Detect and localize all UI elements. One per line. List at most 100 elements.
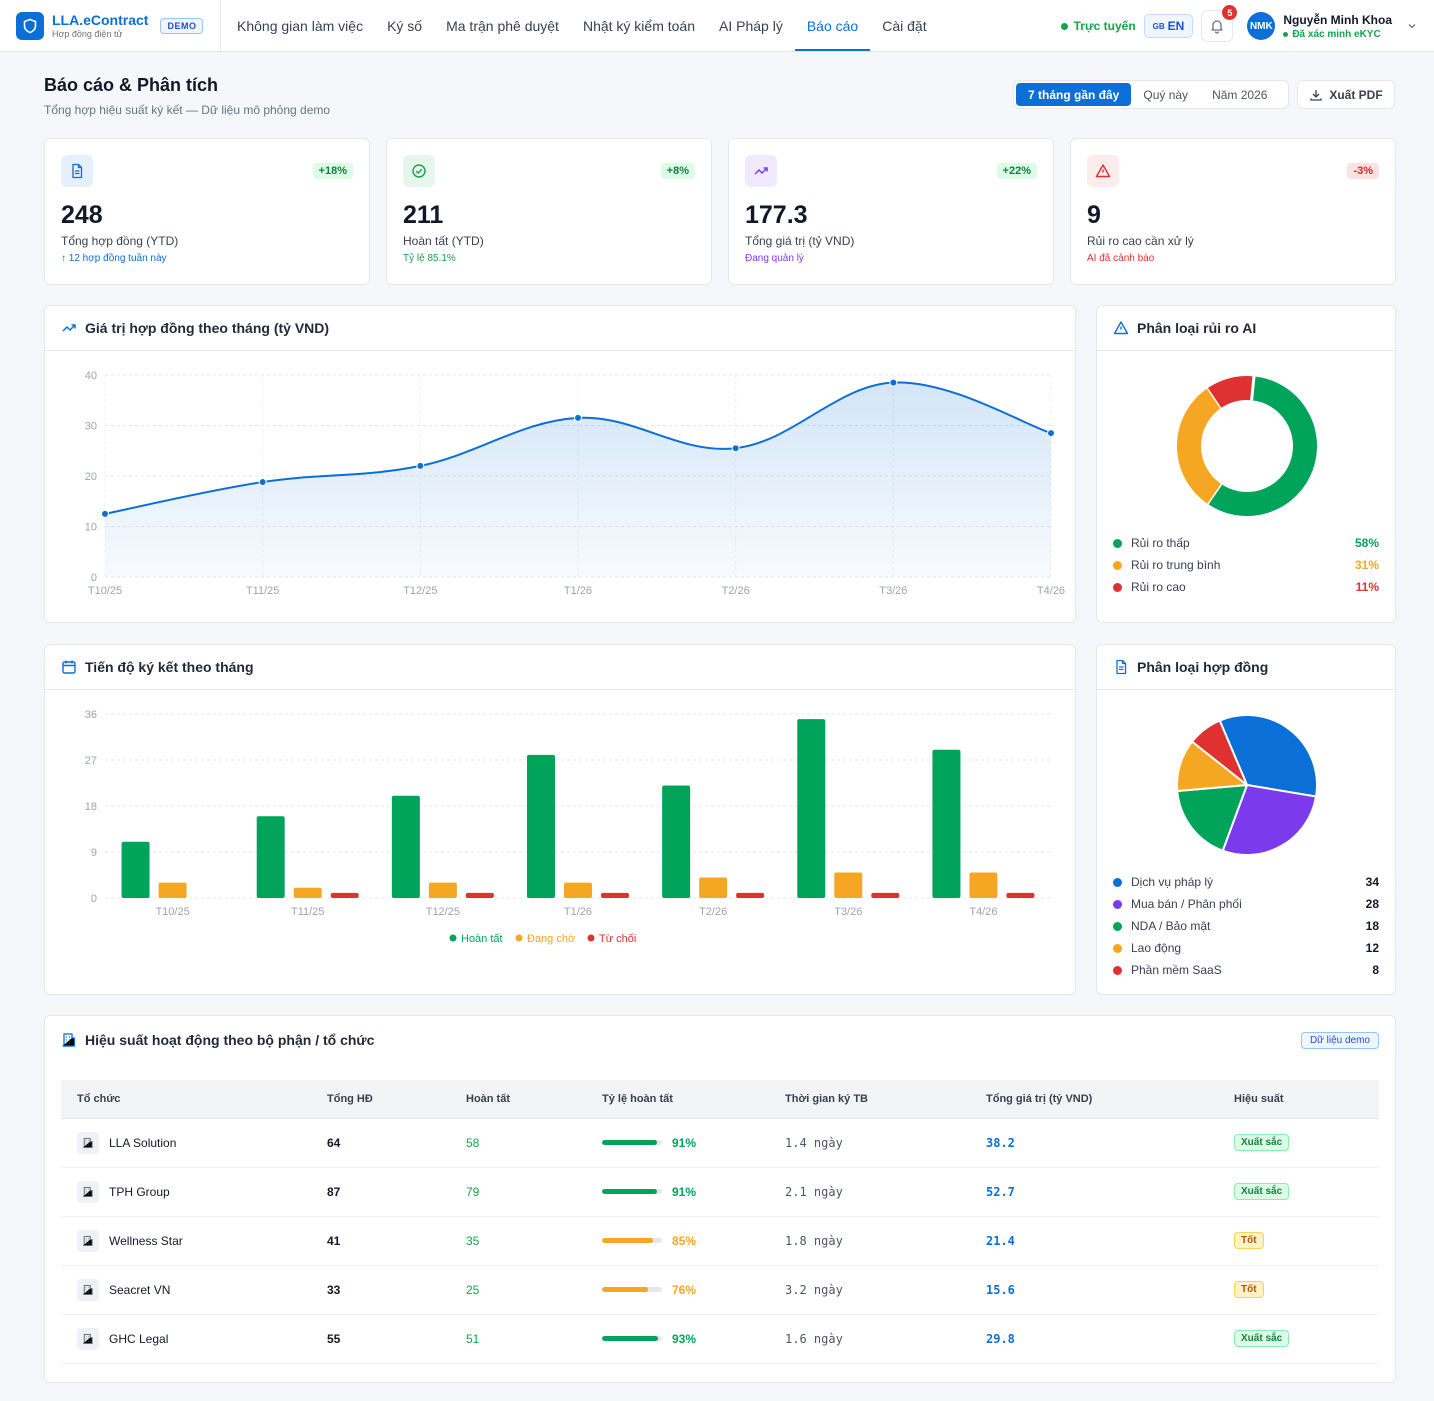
data-point[interactable] [101,509,109,518]
bar-1[interactable] [969,872,998,898]
bar-0[interactable] [932,749,961,898]
period-option-1[interactable]: Quý này [1143,87,1189,102]
pie-slice-2[interactable] [1176,783,1249,852]
column-header[interactable]: Tổng HĐ [311,1080,450,1119]
data-point[interactable] [889,378,898,387]
legend-item[interactable]: Rủi ro cao 11% [1113,578,1379,596]
bar-1[interactable] [699,877,728,898]
kpi-change-badge: -3% [1347,163,1379,179]
legend-item[interactable]: NDA / Bảo mật 18 [1113,917,1379,935]
pie-slice-1[interactable] [1221,783,1318,856]
org-cell: TPH Group [61,1167,311,1217]
bar-1[interactable] [293,887,322,898]
legend-item[interactable]: Phần mềm SaaS 8 [1113,961,1379,979]
table-row[interactable]: Wellness Star 41 35 85% 1.8 ngày 21.4 Tốt [61,1216,1379,1266]
top-navigation-bar: LLA.eContract Hợp đồng điện tử DEMO Khôn… [0,0,1434,52]
user-menu[interactable]: Nguyễn Minh Khoa Đã xác minh eKYC [1283,13,1392,40]
bar-2[interactable] [1006,892,1035,898]
data-point[interactable] [1047,429,1055,438]
bar-1[interactable] [834,872,863,898]
bar-2[interactable] [871,892,900,898]
avatar[interactable]: NMK [1247,12,1276,40]
bar-0[interactable] [797,719,826,898]
bar-2[interactable] [601,892,629,898]
bar-2[interactable] [330,892,359,898]
data-point[interactable] [731,444,740,453]
bar-1[interactable] [158,882,187,898]
legend-item[interactable]: Lao động 12 [1113,939,1379,957]
donut-slice-0[interactable] [1207,376,1317,516]
bar-0[interactable] [391,795,420,898]
x-tick-label: T1/26 [564,585,592,597]
brand[interactable]: LLA.eContract Hợp đồng điện tử DEMO [0,0,221,51]
column-header[interactable]: Hoàn tất [450,1080,586,1119]
x-tick-label: T4/26 [969,906,997,918]
legend-label: Phần mềm SaaS [1131,963,1222,977]
bar-0[interactable] [527,754,555,898]
data-point[interactable] [416,461,425,470]
legend-item[interactable]: Mua bán / Phân phối 28 [1113,895,1379,913]
legend-item[interactable]: Dịch vụ pháp lý 34 [1113,873,1379,891]
bar-2[interactable] [465,892,494,898]
legend-item[interactable]: Rủi ro trung bình 31% [1113,556,1379,574]
contract-type-title: Phân loại hợp đồng [1137,659,1269,675]
data-point[interactable] [574,413,582,422]
bar-legend: Hoàn tất Đang chờ Từ chối [449,933,636,945]
x-tick-label: T2/26 [722,585,750,597]
legend-dot [1113,560,1122,570]
column-header[interactable]: Tỷ lệ hoàn tất [586,1080,769,1119]
rate-progress-bar [602,1238,662,1243]
legend-value: 12 [1365,941,1379,955]
calendar-icon [62,660,76,674]
table-row[interactable]: GHC Legal 55 51 93% 1.6 ngày 29.8 Xuất sắc [61,1314,1379,1364]
x-tick-label: T11/25 [291,906,324,918]
data-point[interactable] [258,478,267,487]
time-cell: 3.2 ngày [769,1265,970,1315]
x-tick-label: T10/25 [155,906,189,918]
nav-item-6[interactable]: Cài đặt [882,17,927,34]
legend-value: 58% [1354,536,1379,550]
period-option-2[interactable]: Năm 2026 [1212,87,1268,102]
nav-item-3[interactable]: Nhật ký kiểm toán [582,17,696,34]
risk-classification-card: Phân loại rủi ro AI Rủi ro thấp 58% Rủi ro… [1096,305,1396,623]
x-tick-label: T12/25 [403,585,437,597]
legend-label: NDA / Bảo mật [1131,919,1211,933]
bar-1[interactable] [564,882,592,898]
table-row[interactable]: TPH Group 87 79 91% 2.1 ngày 52.7 Xuất sắc [61,1167,1379,1217]
done-cell: 51 [450,1314,586,1364]
table-row[interactable]: Seacret VN 33 25 76% 3.2 ngày 15.6 Tốt [61,1265,1379,1315]
table-row[interactable]: LLA Solution 64 58 91% 1.4 ngày 38.2 Xuất sắc [61,1118,1379,1168]
bar-0[interactable] [662,785,691,898]
bar-0[interactable] [121,841,150,898]
column-header[interactable]: Tổ chức [61,1080,311,1119]
nav-item-0[interactable]: Không gian làm việc [237,17,364,34]
x-tick-label: T3/26 [879,585,907,597]
bar-1[interactable] [428,882,457,898]
nav-item-5[interactable]: Báo cáo [794,0,871,51]
column-header[interactable]: Thời gian ký TB [769,1080,970,1119]
donut-slice-2[interactable] [1207,376,1254,409]
nav-item-2[interactable]: Ma trận phê duyệt [446,17,559,34]
chevron-down-icon[interactable] [1406,20,1418,32]
period-option-0[interactable]: 7 tháng gần đây [1016,83,1132,106]
nav-item-1[interactable]: Ký số [387,17,423,34]
grade-badge: Xuất sắc [1234,1330,1290,1347]
export-pdf-button[interactable]: Xuất PDF [1297,80,1395,109]
bar-2[interactable] [736,892,765,898]
bar-0[interactable] [256,816,285,898]
pie-slice-4[interactable] [1190,719,1248,786]
legend-label: Lao động [1131,941,1182,955]
notifications-button[interactable]: 5 [1201,5,1238,42]
language-button[interactable]: GB EN [1143,14,1194,38]
legend-item[interactable]: Rủi ro thấp 58% [1113,534,1379,552]
kpi-change-badge: +8% [660,163,695,179]
donut-slice-1[interactable] [1177,387,1222,504]
legend-dot [1113,965,1122,975]
legend-dot [449,934,457,942]
kpi-note: Tỷ lệ 85.1% [403,253,456,264]
column-header[interactable]: Hiệu suất [1218,1080,1379,1119]
export-pdf-label: Xuất PDF [1329,87,1383,102]
grade-badge: Xuất sắc [1234,1183,1290,1200]
nav-item-4[interactable]: AI Pháp lý [719,17,783,34]
column-header[interactable]: Tổng giá trị (tỷ VND) [970,1080,1218,1119]
